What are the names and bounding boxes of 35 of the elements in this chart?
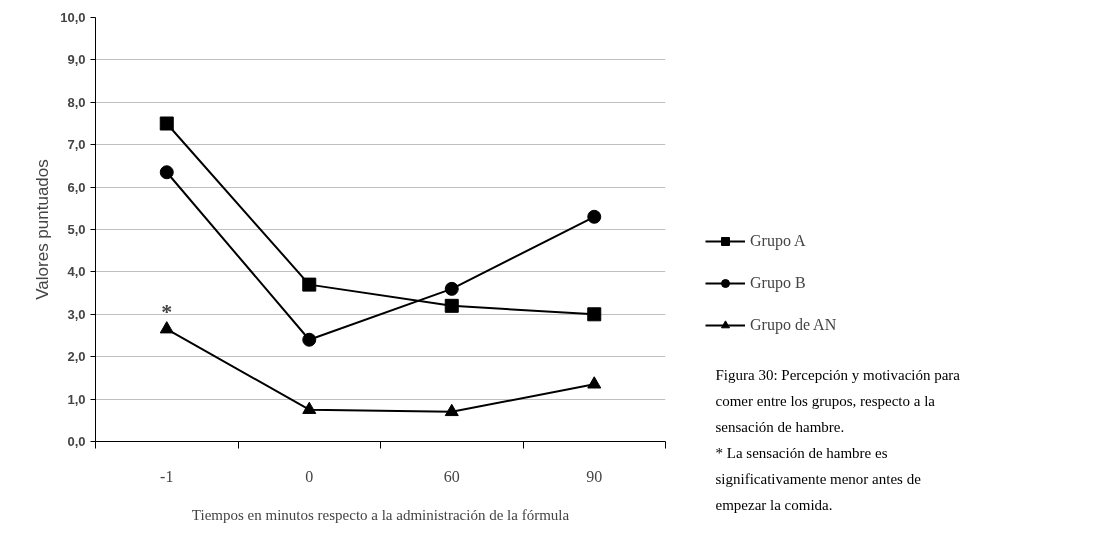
- text: Figura 30: Percepción y motivación para comer entre los grupos, respecto a la sensación de hambre.: [715, 366, 961, 435]
- x-tick-label: -1: [160, 467, 174, 485]
- y-tick-label: 9,0: [67, 52, 86, 68]
- text: * La sensación de hambre es significativamente menor antes de empezar la comida.: [715, 444, 922, 513]
- point: [587, 209, 602, 224]
- y-tick-label: 1,0: [67, 391, 86, 407]
- legend-label: Grupo A: [750, 232, 806, 250]
- y-tick-label: 4,0: [67, 264, 86, 280]
- y-tick-label: 0,0: [67, 434, 86, 449]
- point: [444, 403, 459, 417]
- x-tick-label: 60: [443, 467, 460, 485]
- point: [159, 165, 174, 180]
- y-tick-label: 8,0: [67, 94, 86, 110]
- point: [444, 281, 459, 296]
- point: [159, 321, 174, 334]
- legend-label: Grupo de AN: [750, 316, 837, 334]
- y-tick-label: 3,0: [67, 306, 86, 322]
- y-tick-label: 6,0: [67, 179, 86, 195]
- y-tick-label: 7,0: [67, 137, 86, 153]
- point: [159, 116, 174, 131]
- y-tick-label: 10,0: [60, 10, 86, 25]
- point: [302, 332, 317, 347]
- y-axis-title: Valores puntuados: [33, 159, 53, 300]
- legend-label: Grupo B: [750, 274, 806, 292]
- x-tick-label: 90: [586, 467, 603, 485]
- y-tick-label: 2,0: [67, 349, 86, 365]
- point: [587, 307, 602, 322]
- annotation: *: [161, 298, 173, 324]
- point: [302, 401, 317, 414]
- x-tick-label: 0: [305, 467, 314, 485]
- x-axis-title: Tiempos en minutos respecto a la administración de la fórmula: [191, 506, 570, 523]
- point: [587, 376, 602, 389]
- y-tick-label: 5,0: [67, 222, 86, 237]
- point: [302, 277, 317, 292]
- point: [444, 298, 459, 313]
